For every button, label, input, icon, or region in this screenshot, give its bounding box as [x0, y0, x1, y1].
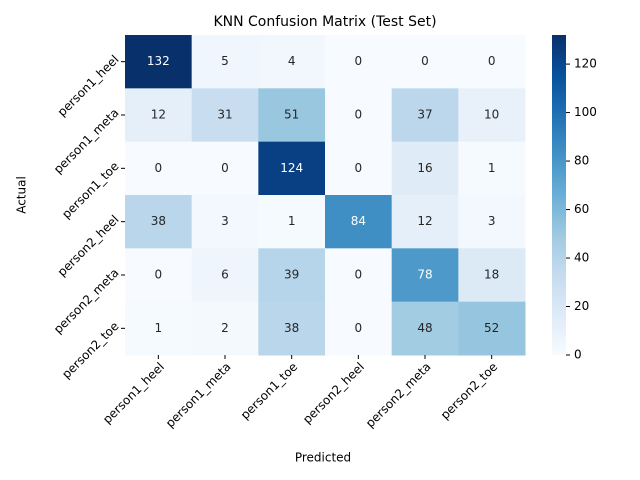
cell: [391, 248, 459, 303]
colorbar-tick-label: 20: [574, 299, 589, 313]
cell-label: 3: [488, 214, 496, 228]
cell: [325, 88, 393, 143]
cell-label: 16: [417, 161, 432, 175]
cell-label: 31: [217, 108, 232, 122]
cell: [258, 248, 326, 303]
cell: [191, 35, 259, 89]
x-tick-label: person1_meta: [163, 360, 234, 431]
cell-label: 2: [221, 321, 229, 335]
cell-label: 78: [417, 268, 432, 282]
cell-label: 0: [221, 161, 229, 175]
cell-label: 38: [151, 214, 166, 228]
cell-label: 0: [155, 161, 163, 175]
cell-label: 18: [484, 268, 499, 282]
cell: [258, 301, 326, 356]
cell: [191, 248, 259, 303]
cell: [258, 141, 326, 196]
cell: [125, 88, 193, 143]
colorbar-tick-label: 40: [574, 251, 589, 265]
cell-label: 0: [355, 108, 363, 122]
cell: [325, 141, 393, 196]
cell-label: 5: [221, 54, 229, 68]
cell: [391, 141, 459, 196]
x-tick-label: person2_heel: [300, 360, 367, 427]
cell-label: 51: [284, 108, 299, 122]
colorbar: [552, 35, 566, 355]
cell-label: 3: [221, 214, 229, 228]
cell: [125, 301, 193, 356]
colorbar-tick-label: 80: [574, 154, 589, 168]
x-tick-label: person1_heel: [100, 360, 167, 427]
cell: [191, 195, 259, 249]
cell-label: 39: [284, 268, 299, 282]
cell: [325, 195, 393, 249]
cell-label: 12: [417, 214, 432, 228]
cell: [191, 141, 259, 196]
cell: [391, 35, 459, 89]
cell-label: 38: [284, 321, 299, 335]
cell-label: 6: [221, 268, 229, 282]
cell: [258, 195, 326, 249]
cell: [458, 35, 526, 89]
cell: [125, 195, 193, 249]
cell-label: 0: [355, 268, 363, 282]
x-tick-label: person1_toe: [238, 360, 300, 422]
cell-label: 48: [417, 321, 432, 335]
cell-label: 1: [288, 214, 296, 228]
cell-label: 12: [151, 108, 166, 122]
y-axis-label: Actual: [15, 176, 29, 214]
colorbar-tick-label: 60: [574, 202, 589, 216]
cell: [125, 35, 193, 89]
cell-label: 0: [355, 161, 363, 175]
cell: [458, 141, 526, 196]
cell-label: 10: [484, 108, 499, 122]
colorbar-tick-label: 0: [574, 348, 582, 362]
cell-label: 52: [484, 321, 499, 335]
cell: [458, 195, 526, 249]
colorbar-tick-label: 100: [574, 105, 597, 119]
cell: [325, 248, 393, 303]
x-tick-label: person2_meta: [363, 360, 434, 431]
cell: [458, 248, 526, 303]
colorbar-tick-label: 120: [574, 57, 597, 71]
cell-label: 0: [488, 54, 496, 68]
cell: [191, 301, 259, 356]
cell: [391, 195, 459, 249]
chart-title: KNN Confusion Matrix (Test Set): [213, 14, 436, 30]
cell-label: 124: [280, 161, 303, 175]
cell: [325, 35, 393, 89]
cell-label: 84: [351, 214, 366, 228]
x-tick-label: person2_toe: [438, 360, 500, 422]
cell-label: 0: [421, 54, 429, 68]
x-axis-label: Predicted: [295, 451, 351, 465]
cell-label: 0: [155, 268, 163, 282]
cell: [391, 88, 459, 143]
cell: [325, 301, 393, 356]
cell: [125, 141, 193, 196]
cell: [458, 88, 526, 143]
cell: [191, 88, 259, 143]
cell: [258, 35, 326, 89]
cell-label: 0: [355, 54, 363, 68]
cell-label: 4: [288, 54, 296, 68]
cell: [391, 301, 459, 356]
cell: [125, 248, 193, 303]
cell-label: 1: [488, 161, 496, 175]
cell-label: 0: [355, 321, 363, 335]
cell: [458, 301, 526, 356]
cell: [258, 88, 326, 143]
cell-label: 132: [147, 54, 170, 68]
cell-label: 37: [417, 108, 432, 122]
cell-label: 1: [155, 321, 163, 335]
